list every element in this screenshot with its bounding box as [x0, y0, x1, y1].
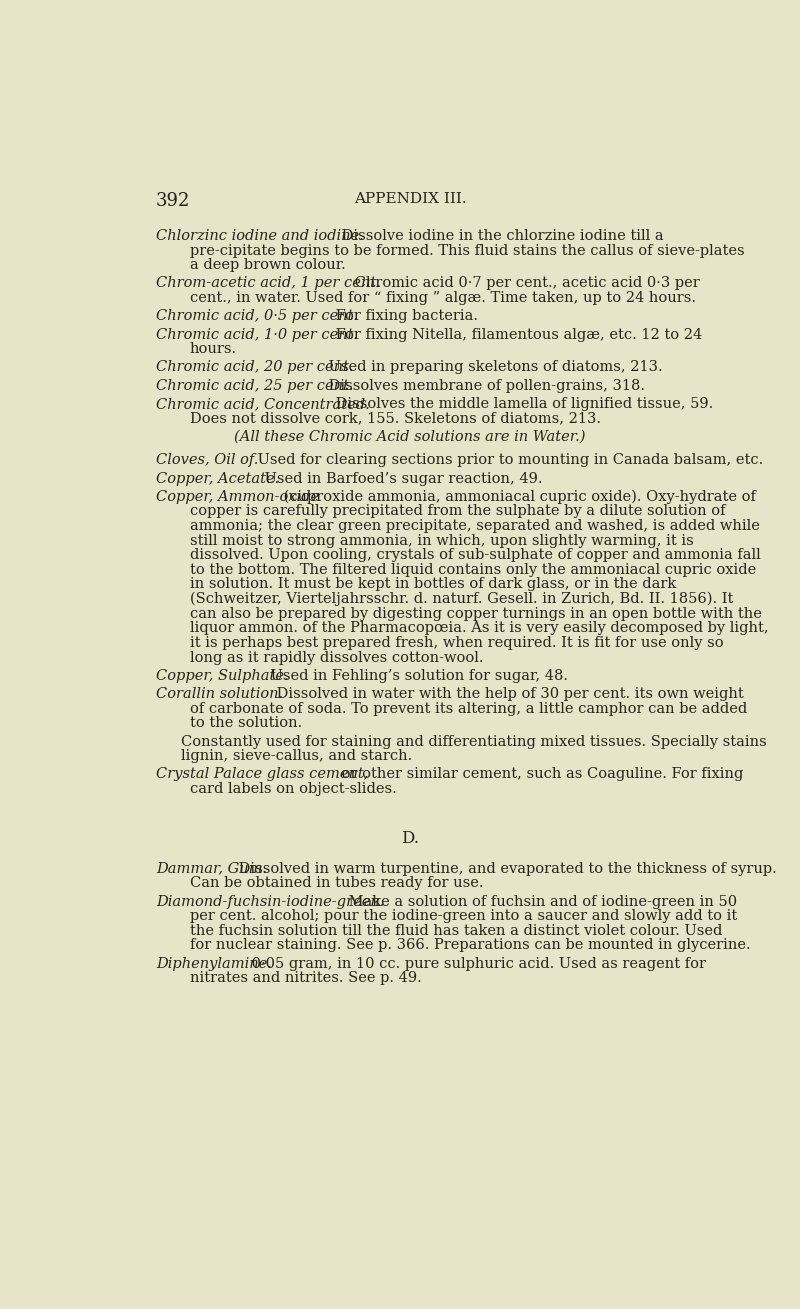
Text: Copper, Ammon-oxide: Copper, Ammon-oxide	[156, 490, 319, 504]
Text: lignin, sieve-callus, and starch.: lignin, sieve-callus, and starch.	[182, 749, 413, 763]
Text: the fuchsin solution till the fluid has taken a distinct violet colour. Used: the fuchsin solution till the fluid has …	[190, 924, 722, 937]
Text: D.: D.	[401, 830, 419, 847]
Text: Used for clearing sections prior to mounting in Canada balsam, etc.: Used for clearing sections prior to moun…	[253, 453, 763, 467]
Text: Used in Fehling’s solution for sugar, 48.: Used in Fehling’s solution for sugar, 48…	[266, 669, 568, 683]
Text: cent., in water. Used for “ fixing ” algæ. Time taken, up to 24 hours.: cent., in water. Used for “ fixing ” alg…	[190, 291, 696, 305]
Text: copper is carefully precipitated from the sulphate by a dilute solution of: copper is carefully precipitated from th…	[190, 504, 726, 518]
Text: Can be obtained in tubes ready for use.: Can be obtained in tubes ready for use.	[190, 876, 483, 890]
Text: Chromic acid, 25 per cent.: Chromic acid, 25 per cent.	[156, 378, 354, 393]
Text: Cloves, Oil of.: Cloves, Oil of.	[156, 453, 258, 467]
Text: Used in preparing skeletons of diatoms, 213.: Used in preparing skeletons of diatoms, …	[324, 360, 663, 374]
Text: For fixing bacteria.: For fixing bacteria.	[331, 309, 478, 323]
Text: APPENDIX III.: APPENDIX III.	[354, 192, 466, 207]
Text: Diphenylamine.: Diphenylamine.	[156, 957, 272, 971]
Text: Constantly used for staining and differentiating mixed tissues. Specially stains: Constantly used for staining and differe…	[182, 734, 767, 749]
Text: nitrates and nitrites. See p. 49.: nitrates and nitrites. See p. 49.	[190, 971, 422, 986]
Text: dissolved. Upon cooling, crystals of sub-sulphate of copper and ammonia fall: dissolved. Upon cooling, crystals of sub…	[190, 548, 761, 563]
Text: Chromic acid, Concentrated.: Chromic acid, Concentrated.	[156, 397, 370, 411]
Text: 392: 392	[156, 192, 190, 211]
Text: Dissolved in warm turpentine, and evaporated to the thickness of syrup.: Dissolved in warm turpentine, and evapor…	[234, 861, 776, 876]
Text: to the bottom. The filtered liquid contains only the ammoniacal cupric oxide: to the bottom. The filtered liquid conta…	[190, 563, 756, 577]
Text: for nuclear staining. See p. 366. Preparations can be mounted in glycerine.: for nuclear staining. See p. 366. Prepar…	[190, 939, 750, 953]
Text: (Schweitzer, Vierteljahrsschr. d. naturf. Gesell. in Zurich, Bd. II. 1856). It: (Schweitzer, Vierteljahrsschr. d. naturf…	[190, 592, 734, 606]
Text: Dissolved in water with the help of 30 per cent. its own weight: Dissolved in water with the help of 30 p…	[273, 687, 744, 702]
Text: Chromic acid 0·7 per cent., acetic acid 0·3 per: Chromic acid 0·7 per cent., acetic acid …	[350, 276, 700, 291]
Text: can also be prepared by digesting copper turnings in an open bottle with the: can also be prepared by digesting copper…	[190, 606, 762, 620]
Text: long as it rapidly dissolves cotton-wool.: long as it rapidly dissolves cotton-wool…	[190, 651, 483, 665]
Text: a deep brown colour.: a deep brown colour.	[190, 258, 346, 272]
Text: Make a solution of fuchsin and of iodine-green in 50: Make a solution of fuchsin and of iodine…	[344, 894, 737, 908]
Text: it is perhaps best prepared fresh, when required. It is fit for use only so: it is perhaps best prepared fresh, when …	[190, 636, 723, 651]
Text: (All these Chromic Acid solutions are in Water.): (All these Chromic Acid solutions are in…	[234, 429, 586, 444]
Text: For fixing Nitella, filamentous algæ, etc. 12 to 24: For fixing Nitella, filamentous algæ, et…	[331, 327, 702, 342]
Text: card labels on object-slides.: card labels on object-slides.	[190, 781, 397, 796]
Text: (cuproxide ammonia, ammoniacal cupric oxide). Oxy-hydrate of: (cuproxide ammonia, ammoniacal cupric ox…	[279, 490, 756, 504]
Text: Dammar, Gum.: Dammar, Gum.	[156, 861, 267, 876]
Text: Crystal Palace glass cement,: Crystal Palace glass cement,	[156, 767, 368, 781]
Text: in solution. It must be kept in bottles of dark glass, or in the dark: in solution. It must be kept in bottles …	[190, 577, 676, 592]
Text: Dissolve iodine in the chlorzine iodine till a: Dissolve iodine in the chlorzine iodine …	[338, 229, 664, 243]
Text: Dissolves the middle lamella of lignified tissue, 59.: Dissolves the middle lamella of lignifie…	[331, 397, 713, 411]
Text: Copper, Sulphate.: Copper, Sulphate.	[156, 669, 289, 683]
Text: pre-cipitate begins to be formed. This fluid stains the callus of sieve-plates: pre-cipitate begins to be formed. This f…	[190, 243, 745, 258]
Text: Dissolves membrane of pollen-grains, 318.: Dissolves membrane of pollen-grains, 318…	[324, 378, 646, 393]
Text: 0·05 gram, in 10 cc. pure sulphuric acid. Used as reagent for: 0·05 gram, in 10 cc. pure sulphuric acid…	[246, 957, 706, 971]
Text: liquor ammon. of the Pharmacopœia. As it is very easily decomposed by light,: liquor ammon. of the Pharmacopœia. As it…	[190, 622, 769, 635]
Text: or other similar cement, such as Coaguline. For fixing: or other similar cement, such as Coaguli…	[338, 767, 744, 781]
Text: hours.: hours.	[190, 342, 237, 356]
Text: to the solution.: to the solution.	[190, 716, 302, 730]
Text: Does not dissolve cork, 155. Skeletons of diatoms, 213.: Does not dissolve cork, 155. Skeletons o…	[190, 411, 601, 425]
Text: Diamond-fuchsin-iodine-green.: Diamond-fuchsin-iodine-green.	[156, 894, 384, 908]
Text: per cent. alcohol; pour the iodine-green into a saucer and slowly add to it: per cent. alcohol; pour the iodine-green…	[190, 910, 737, 923]
Text: of carbonate of soda. To prevent its altering, a little camphor can be added: of carbonate of soda. To prevent its alt…	[190, 702, 747, 716]
Text: Chrom-acetic acid, 1 per cent.: Chrom-acetic acid, 1 per cent.	[156, 276, 381, 291]
Text: Chromic acid, 0·5 per cent.: Chromic acid, 0·5 per cent.	[156, 309, 358, 323]
Text: Used in Barfoed’s sugar reaction, 49.: Used in Barfoed’s sugar reaction, 49.	[259, 471, 542, 486]
Text: Chromic acid, 20 per cent.: Chromic acid, 20 per cent.	[156, 360, 354, 374]
Text: still moist to strong ammonia, in which, upon slightly warming, it is: still moist to strong ammonia, in which,…	[190, 534, 694, 547]
Text: ammonia; the clear green precipitate, separated and washed, is added while: ammonia; the clear green precipitate, se…	[190, 518, 760, 533]
Text: Copper, Acetate.: Copper, Acetate.	[156, 471, 279, 486]
Text: Chromic acid, 1·0 per cent.: Chromic acid, 1·0 per cent.	[156, 327, 358, 342]
Text: Chlorzinc iodine and iodine.: Chlorzinc iodine and iodine.	[156, 229, 363, 243]
Text: Corallin solution.: Corallin solution.	[156, 687, 283, 702]
